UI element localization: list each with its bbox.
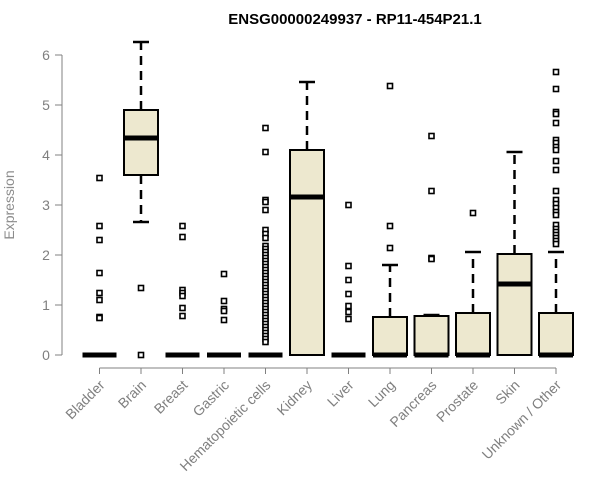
chart-title: ENSG00000249937 - RP11-454P21.1 xyxy=(228,11,482,28)
outlier-point xyxy=(386,244,394,252)
x-tick-label: Unknown / Other xyxy=(479,377,565,463)
outlier-point xyxy=(552,68,560,76)
outlier-point xyxy=(262,206,269,214)
x-tick-label: Lung xyxy=(365,377,398,410)
box-unknown-other xyxy=(538,68,574,358)
outlier-point xyxy=(552,240,560,248)
box-brain xyxy=(123,40,159,359)
outlier-point xyxy=(137,284,145,292)
outlier-point xyxy=(179,292,186,300)
y-tick-label: 0 xyxy=(42,347,50,363)
box-bladder xyxy=(82,174,117,358)
y-tick-label: 6 xyxy=(42,47,50,63)
box-iqr xyxy=(413,315,450,356)
outlier-point xyxy=(428,187,435,195)
outlier-point xyxy=(552,119,560,127)
outlier-point xyxy=(179,312,186,320)
outlier-point xyxy=(96,289,103,297)
outlier-point xyxy=(96,314,103,322)
box-breast xyxy=(165,222,200,358)
x-tick-label: Kidney xyxy=(274,377,316,419)
outlier-point xyxy=(262,198,269,206)
box-gastric xyxy=(207,270,241,358)
outlier-point xyxy=(262,124,269,132)
box-iqr xyxy=(496,253,533,356)
outlier-point xyxy=(220,316,228,324)
box-iqr xyxy=(372,316,408,356)
outlier-point xyxy=(552,146,560,154)
box-skin xyxy=(496,150,533,356)
box-prostate xyxy=(455,209,491,358)
outlier-point xyxy=(345,302,352,310)
box-hematopoietic-cells xyxy=(248,124,283,358)
outlier-point xyxy=(386,222,394,230)
outlier-point xyxy=(96,222,103,230)
outlier-point xyxy=(96,236,103,244)
box-liver xyxy=(331,201,366,358)
outlier-point xyxy=(179,304,186,312)
outlier-point xyxy=(179,233,186,241)
y-axis-label: Expression xyxy=(1,170,17,239)
x-tick-label: Liver xyxy=(324,377,357,410)
outlier-point xyxy=(386,82,394,90)
y-tick-label: 5 xyxy=(42,97,50,113)
y-tick-label: 1 xyxy=(42,297,50,313)
outlier-point xyxy=(96,296,103,304)
outlier-point xyxy=(96,269,103,277)
x-tick-label: Prostate xyxy=(433,377,481,425)
outlier-point xyxy=(552,157,560,165)
outlier-point xyxy=(345,308,352,316)
box-iqr xyxy=(123,109,159,176)
outlier-point xyxy=(428,132,435,140)
outlier-point xyxy=(552,110,560,118)
box-pancreas xyxy=(413,132,450,358)
y-tick-label: 4 xyxy=(42,147,50,163)
y-tick-label: 3 xyxy=(42,197,50,213)
outlier-point xyxy=(345,315,352,323)
x-tick-label: Breast xyxy=(151,377,191,417)
outlier-point xyxy=(428,255,435,263)
box-kidney xyxy=(289,80,325,356)
outlier-point xyxy=(179,222,186,230)
box-lung xyxy=(372,82,408,358)
box-iqr xyxy=(289,149,325,356)
outlier-point xyxy=(137,351,145,359)
outlier-point xyxy=(345,262,352,270)
x-tick-label: Brain xyxy=(115,377,149,411)
box-iqr xyxy=(538,312,574,356)
outlier-point xyxy=(552,166,560,174)
y-tick-label: 2 xyxy=(42,247,50,263)
outlier-point xyxy=(262,234,269,242)
outlier-point xyxy=(345,290,352,298)
outlier-point xyxy=(469,209,477,217)
outlier-point xyxy=(96,174,103,182)
box-iqr xyxy=(455,312,491,356)
x-tick-label: Bladder xyxy=(62,377,108,423)
outlier-point xyxy=(552,85,560,93)
outlier-point xyxy=(220,297,228,305)
outlier-point xyxy=(552,211,560,219)
outlier-point xyxy=(552,187,560,195)
outlier-point xyxy=(345,276,352,284)
outlier-point xyxy=(220,270,228,278)
outlier-point xyxy=(262,338,269,346)
outlier-point xyxy=(345,201,352,209)
outlier-point xyxy=(220,307,228,315)
outlier-point xyxy=(262,148,269,156)
x-tick-label: Skin xyxy=(492,377,523,408)
